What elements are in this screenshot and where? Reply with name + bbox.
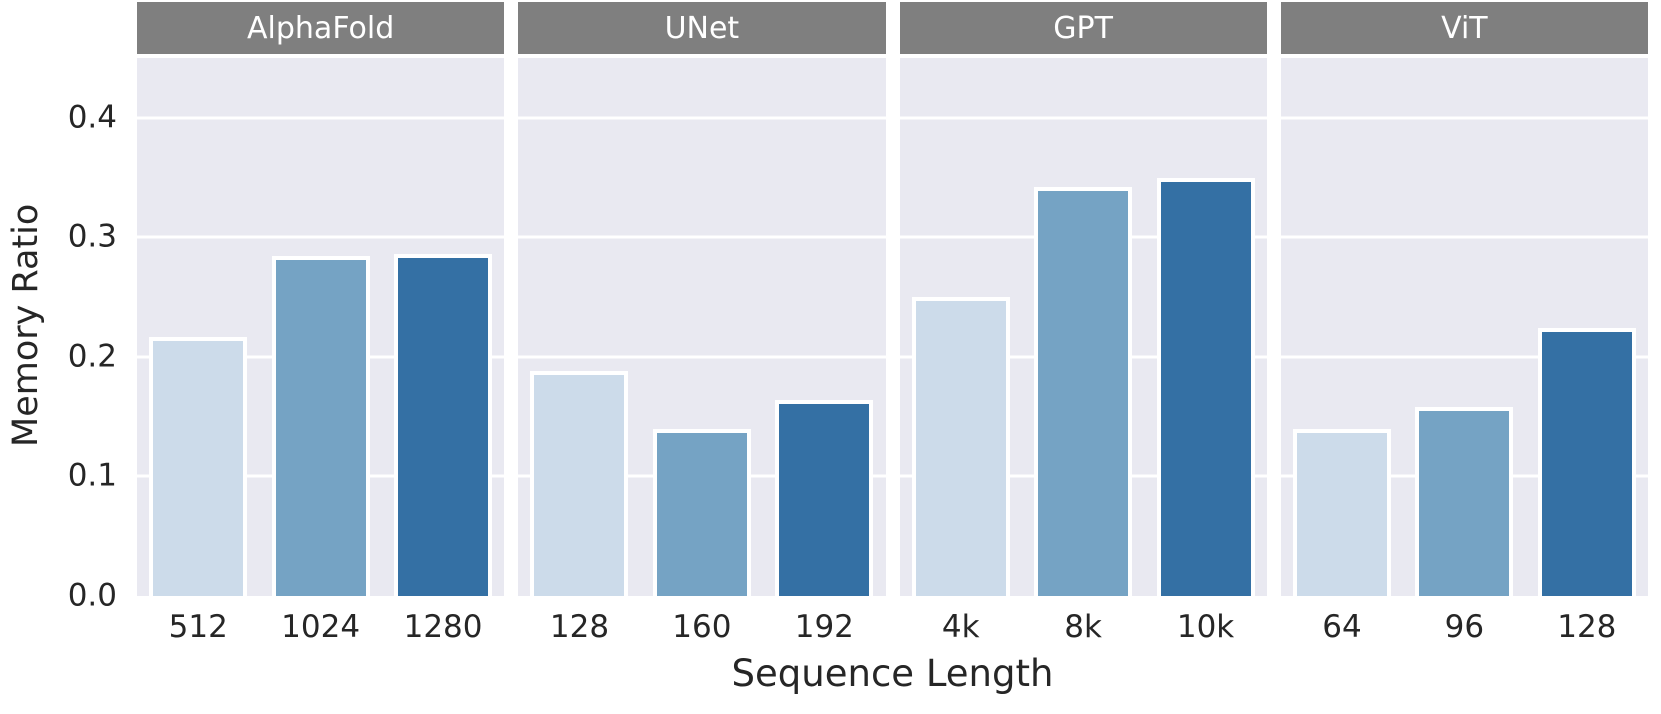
facet-unet: UNet 128 160 192 — [518, 0, 886, 644]
bar-vit-64 — [1292, 428, 1391, 596]
y-tick-label: 0.4 — [67, 99, 117, 136]
gridline — [1280, 116, 1648, 120]
bars-container — [518, 58, 885, 596]
facet-row: AlphaFold 512 1024 1280 UNet 128 160 192 GPT 4k 8k… — [137, 0, 1648, 644]
x-tick-label: 96 — [1444, 609, 1485, 645]
x-tick-label: 10k — [1176, 609, 1235, 645]
bar-slot — [1281, 58, 1403, 596]
bar-slot — [259, 58, 381, 596]
bar-alphafold-512 — [149, 336, 248, 596]
facet-title: UNet — [518, 2, 886, 54]
bars-container — [1281, 58, 1648, 596]
bar-slot — [382, 58, 504, 596]
bar-alphafold-1024 — [271, 256, 370, 596]
facet-vit: ViT 64 96 128 — [1280, 0, 1648, 644]
bar-alphafold-1280 — [394, 254, 493, 596]
bar-slot — [900, 58, 1022, 596]
x-tick-labels: 128 160 192 — [518, 610, 885, 644]
bar-slot — [1526, 58, 1648, 596]
bars-container — [137, 58, 504, 596]
gridline — [518, 116, 886, 120]
x-tick-labels: 64 96 128 — [1281, 610, 1648, 644]
gridline — [1280, 355, 1648, 359]
x-tick-label: 64 — [1322, 609, 1362, 645]
x-axis-label: Sequence Length — [731, 652, 1054, 695]
bar-vit-128 — [1537, 328, 1636, 596]
x-tick-label: 8k — [1064, 609, 1102, 645]
y-tick-label: 0.3 — [67, 218, 117, 255]
facet-title: ViT — [1280, 2, 1648, 54]
bar-slot — [1403, 58, 1525, 596]
bar-gpt-8k — [1034, 187, 1133, 596]
bar-unet-128 — [530, 371, 629, 596]
facet-gpt: GPT 4k 8k 10k — [899, 0, 1267, 644]
gridline — [518, 355, 886, 359]
plot-area — [518, 58, 886, 596]
bar-slot — [137, 58, 259, 596]
x-tick-label: 1024 — [281, 609, 361, 645]
y-tick-label: 0.0 — [67, 577, 117, 614]
gridline — [899, 116, 1267, 120]
bar-unet-160 — [652, 428, 751, 596]
x-tick-label: 128 — [549, 609, 610, 645]
bars-container — [900, 58, 1267, 596]
plot-area — [137, 58, 505, 596]
y-tick-label: 0.2 — [67, 338, 117, 375]
bar-gpt-10k — [1156, 177, 1255, 596]
x-tick-label: 160 — [672, 609, 732, 645]
y-tick-label: 0.1 — [67, 457, 117, 494]
bar-slot — [1144, 58, 1266, 596]
plot-area — [1280, 58, 1648, 596]
bar-slot — [763, 58, 885, 596]
x-tick-labels: 512 1024 1280 — [137, 610, 504, 644]
plot-area — [899, 58, 1267, 596]
x-tick-label: 192 — [794, 609, 854, 645]
facet-alphafold: AlphaFold 512 1024 1280 — [137, 0, 505, 644]
x-tick-label: 4k — [941, 609, 980, 645]
bar-vit-96 — [1415, 407, 1514, 596]
bar-gpt-4k — [911, 297, 1010, 596]
gridline — [518, 235, 886, 239]
x-tick-label: 128 — [1557, 609, 1617, 645]
bar-slot — [641, 58, 763, 596]
x-tick-label: 1280 — [403, 609, 483, 645]
bar-slot — [1022, 58, 1144, 596]
gridline — [1280, 235, 1648, 239]
gridline — [137, 235, 505, 239]
x-tick-labels: 4k 8k 10k — [900, 610, 1267, 644]
bar-unet-192 — [775, 399, 874, 596]
bar-slot — [518, 58, 640, 596]
y-axis: 0.0 0.1 0.2 0.3 0.4 — [0, 58, 137, 611]
gridline — [137, 116, 505, 120]
facet-title: AlphaFold — [137, 2, 505, 54]
facet-title: GPT — [899, 2, 1267, 54]
x-tick-label: 512 — [168, 609, 228, 645]
